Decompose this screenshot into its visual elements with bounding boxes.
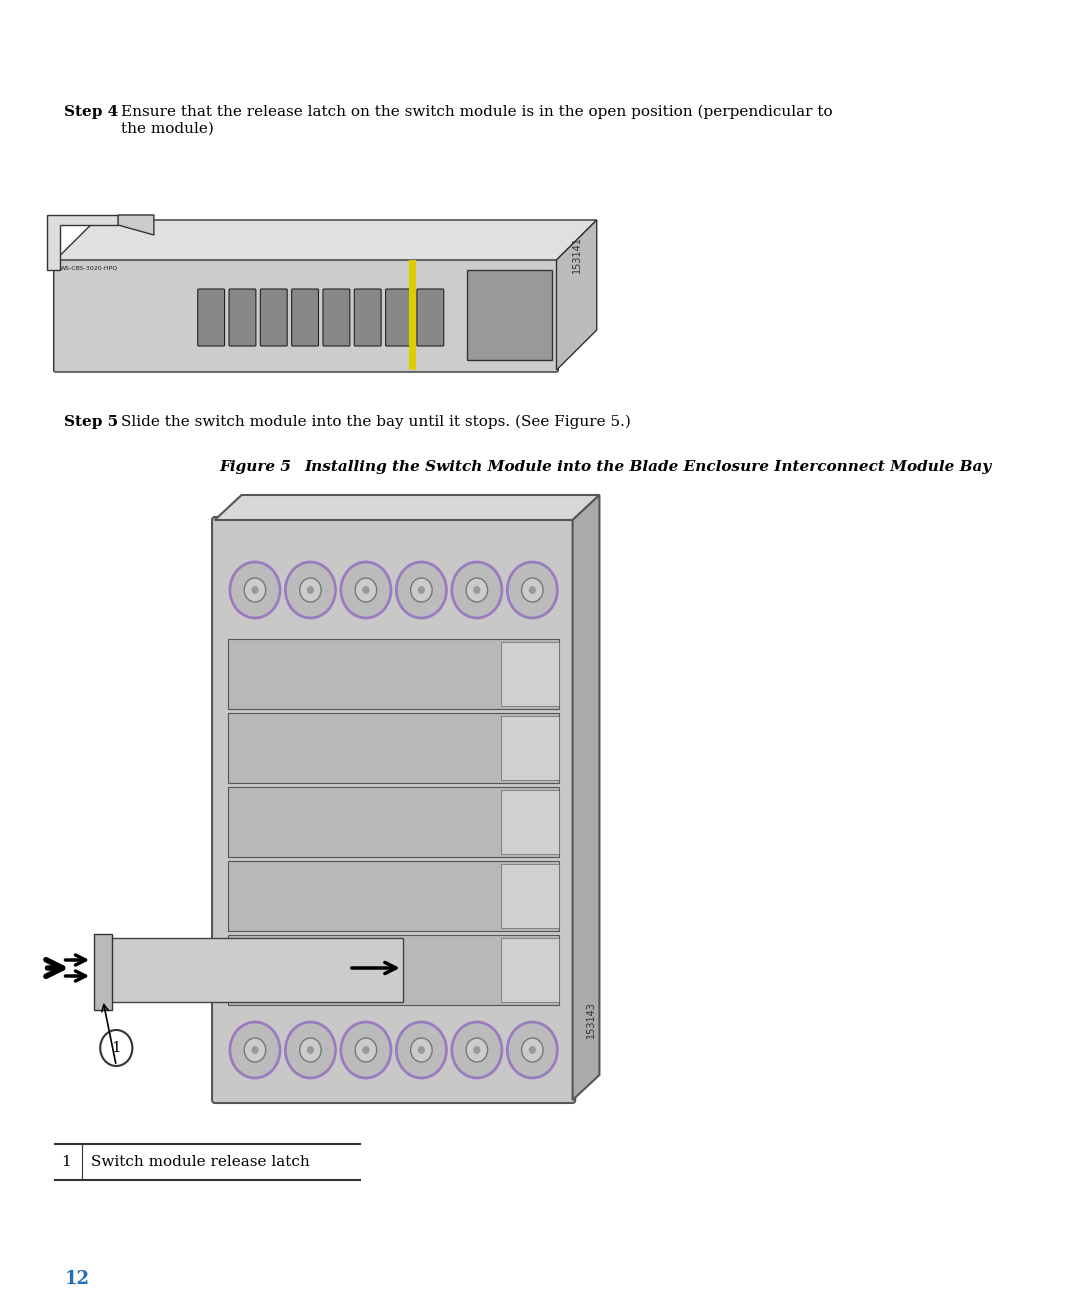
Circle shape — [363, 586, 369, 594]
FancyBboxPatch shape — [417, 288, 444, 346]
Text: 153141: 153141 — [572, 236, 582, 274]
Circle shape — [467, 1038, 487, 1062]
Bar — [409, 260, 416, 370]
Text: Step 5: Step 5 — [65, 416, 119, 429]
Circle shape — [285, 1023, 336, 1078]
FancyBboxPatch shape — [386, 288, 413, 346]
Circle shape — [473, 586, 481, 594]
FancyBboxPatch shape — [260, 288, 287, 346]
Text: 1: 1 — [62, 1155, 71, 1169]
Bar — [501, 864, 559, 928]
Circle shape — [355, 578, 377, 602]
Circle shape — [230, 562, 280, 617]
Circle shape — [410, 1038, 432, 1062]
Text: 1: 1 — [111, 1041, 121, 1055]
Bar — [228, 713, 559, 783]
Bar — [228, 935, 559, 1006]
Text: Switch module release latch: Switch module release latch — [91, 1155, 310, 1169]
FancyBboxPatch shape — [212, 517, 576, 1103]
Circle shape — [508, 562, 557, 617]
Circle shape — [522, 1038, 543, 1062]
Text: Installing the Switch Module into the Blade Enclosure Interconnect Module Bay: Installing the Switch Module into the Bl… — [305, 460, 991, 475]
Polygon shape — [46, 215, 118, 270]
Polygon shape — [572, 496, 599, 1100]
Circle shape — [529, 1046, 536, 1054]
FancyBboxPatch shape — [229, 288, 256, 346]
FancyBboxPatch shape — [54, 258, 558, 372]
FancyBboxPatch shape — [354, 288, 381, 346]
Circle shape — [341, 1023, 391, 1078]
FancyBboxPatch shape — [198, 288, 225, 346]
Circle shape — [418, 586, 424, 594]
Circle shape — [396, 562, 446, 617]
Bar — [501, 937, 559, 1002]
Circle shape — [418, 1046, 424, 1054]
Polygon shape — [118, 215, 153, 235]
Text: 12: 12 — [65, 1270, 90, 1287]
Circle shape — [285, 562, 336, 617]
Circle shape — [451, 1023, 502, 1078]
Circle shape — [473, 1046, 481, 1054]
Circle shape — [300, 578, 321, 602]
Circle shape — [467, 578, 487, 602]
Circle shape — [244, 1038, 266, 1062]
Circle shape — [307, 1046, 314, 1054]
Circle shape — [300, 1038, 321, 1062]
Bar — [501, 716, 559, 780]
Circle shape — [396, 1023, 446, 1078]
Bar — [501, 791, 559, 853]
Text: Step 4: Step 4 — [65, 105, 119, 119]
Circle shape — [252, 586, 258, 594]
Bar — [501, 642, 559, 707]
Bar — [94, 933, 112, 1009]
Circle shape — [244, 578, 266, 602]
Circle shape — [410, 578, 432, 602]
Circle shape — [363, 1046, 369, 1054]
Text: WS-CBS-3020-HPQ: WS-CBS-3020-HPQ — [60, 265, 118, 270]
FancyBboxPatch shape — [292, 288, 319, 346]
Bar — [228, 787, 559, 857]
Polygon shape — [215, 496, 599, 520]
Circle shape — [529, 586, 536, 594]
Polygon shape — [556, 220, 597, 370]
Text: Ensure that the release latch on the switch module is in the open position (perp: Ensure that the release latch on the swi… — [121, 105, 833, 135]
Bar — [107, 937, 403, 1002]
Circle shape — [230, 1023, 280, 1078]
Bar — [467, 270, 552, 361]
Circle shape — [341, 562, 391, 617]
Text: Figure 5: Figure 5 — [219, 460, 292, 475]
Bar — [228, 638, 559, 709]
Circle shape — [522, 578, 543, 602]
Bar — [228, 861, 559, 931]
Circle shape — [307, 586, 314, 594]
Text: 153143: 153143 — [585, 1002, 595, 1038]
Circle shape — [252, 1046, 258, 1054]
Text: Slide the switch module into the bay until it stops. (See Figure 5.): Slide the switch module into the bay unt… — [121, 416, 631, 430]
Polygon shape — [55, 220, 597, 260]
Circle shape — [100, 1030, 133, 1066]
Circle shape — [355, 1038, 377, 1062]
Circle shape — [508, 1023, 557, 1078]
FancyBboxPatch shape — [323, 288, 350, 346]
Circle shape — [451, 562, 502, 617]
